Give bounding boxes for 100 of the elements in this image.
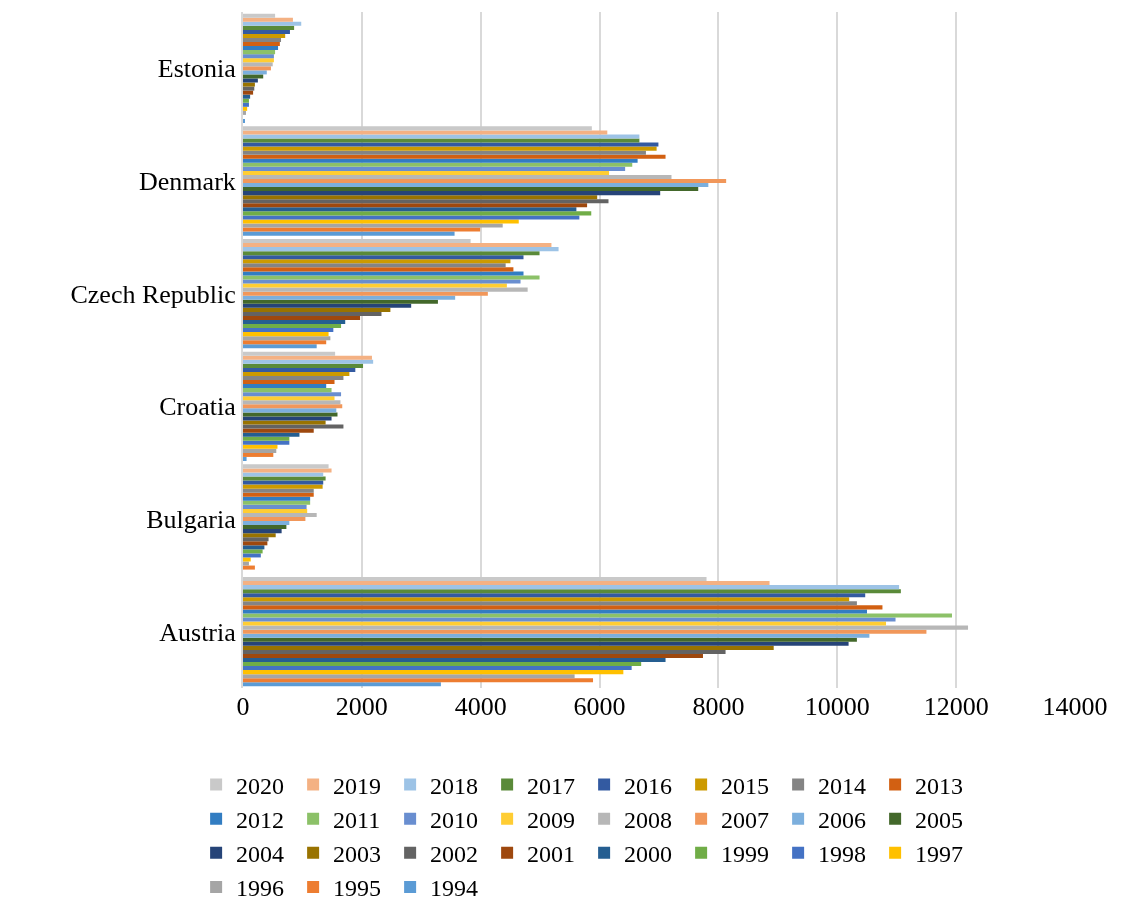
bar bbox=[243, 593, 866, 598]
bar bbox=[243, 581, 770, 586]
legend-label: 2015 bbox=[721, 772, 770, 799]
bar bbox=[243, 464, 329, 469]
bar bbox=[243, 537, 269, 542]
bar bbox=[243, 62, 273, 67]
bar bbox=[243, 468, 332, 473]
bar bbox=[243, 424, 344, 429]
bar bbox=[243, 396, 335, 401]
bar bbox=[243, 561, 249, 566]
bar bbox=[243, 239, 471, 244]
bar bbox=[243, 251, 540, 256]
bar bbox=[243, 42, 280, 47]
bar bbox=[243, 662, 642, 667]
x-tick-label: 2000 bbox=[335, 692, 388, 721]
legend-label: 1996 bbox=[236, 875, 285, 902]
bar bbox=[243, 170, 610, 175]
bar bbox=[243, 227, 481, 232]
legend-label: 1998 bbox=[818, 841, 867, 868]
bar bbox=[243, 653, 703, 658]
bar bbox=[243, 279, 521, 284]
bar bbox=[243, 319, 346, 325]
bar bbox=[243, 174, 672, 179]
bar bbox=[243, 629, 927, 634]
y-tick-label: Estonia bbox=[157, 54, 237, 84]
legend-label: 2000 bbox=[624, 841, 673, 868]
bar bbox=[243, 444, 278, 449]
bar bbox=[243, 50, 276, 55]
bar bbox=[243, 162, 633, 167]
bar bbox=[243, 54, 274, 59]
bar bbox=[243, 480, 324, 485]
x-tick-label: 6000 bbox=[573, 692, 626, 721]
bar bbox=[243, 130, 608, 135]
bar bbox=[243, 472, 324, 477]
legend-label: 2005 bbox=[915, 807, 964, 834]
bar bbox=[243, 484, 323, 489]
bar bbox=[243, 380, 335, 385]
bar bbox=[243, 375, 344, 381]
bar bbox=[243, 388, 332, 393]
bar bbox=[243, 17, 293, 22]
bar bbox=[243, 146, 657, 151]
bar bbox=[243, 670, 624, 675]
y-tick-label: Czech Republic bbox=[70, 279, 236, 309]
bar bbox=[243, 166, 626, 171]
bar bbox=[243, 553, 261, 558]
bar bbox=[243, 13, 276, 18]
bar bbox=[243, 512, 317, 517]
bar bbox=[243, 367, 356, 372]
legend-label: 2014 bbox=[818, 772, 867, 799]
bar bbox=[243, 287, 528, 292]
bar bbox=[243, 400, 341, 405]
legend-label: 2004 bbox=[236, 841, 285, 868]
bar bbox=[243, 142, 659, 147]
bar bbox=[243, 94, 251, 99]
bar bbox=[243, 641, 849, 646]
bar bbox=[243, 199, 609, 204]
legend-label: 2020 bbox=[236, 772, 285, 799]
bar bbox=[243, 150, 646, 155]
bar bbox=[243, 82, 255, 87]
bar bbox=[243, 545, 265, 550]
x-tick-label: 10000 bbox=[804, 692, 870, 721]
bar bbox=[243, 336, 331, 341]
bar bbox=[243, 74, 264, 79]
bar bbox=[243, 678, 594, 683]
bar bbox=[243, 247, 559, 252]
bar bbox=[243, 243, 552, 248]
bar bbox=[243, 215, 580, 220]
bar bbox=[243, 613, 952, 618]
bar bbox=[243, 324, 342, 329]
bar bbox=[243, 625, 969, 630]
bar bbox=[243, 21, 302, 26]
bar bbox=[243, 275, 540, 280]
bar bbox=[243, 138, 640, 143]
bar bbox=[243, 557, 251, 562]
bar bbox=[243, 78, 258, 83]
bar bbox=[243, 110, 246, 115]
bar bbox=[243, 682, 441, 687]
bar bbox=[243, 283, 507, 288]
bar bbox=[243, 476, 326, 481]
bar bbox=[243, 223, 503, 228]
legend-label: 2018 bbox=[430, 772, 479, 799]
bar bbox=[243, 332, 329, 337]
legend-label: 2016 bbox=[624, 772, 673, 799]
legend-label: 2003 bbox=[333, 841, 382, 868]
bar bbox=[243, 340, 327, 345]
x-tick-label: 14000 bbox=[1042, 692, 1108, 721]
bar bbox=[243, 303, 412, 308]
x-tick-label: 12000 bbox=[923, 692, 989, 721]
bar bbox=[243, 363, 364, 368]
bar bbox=[243, 29, 290, 34]
bar bbox=[243, 37, 282, 43]
bar bbox=[243, 541, 268, 546]
legend-label: 2001 bbox=[527, 841, 576, 868]
bar bbox=[243, 58, 274, 63]
bar bbox=[243, 384, 327, 389]
bar bbox=[243, 508, 308, 513]
bar bbox=[243, 529, 282, 534]
bar bbox=[243, 617, 896, 622]
bar bbox=[243, 231, 455, 236]
y-tick-label: Austria bbox=[159, 617, 237, 647]
